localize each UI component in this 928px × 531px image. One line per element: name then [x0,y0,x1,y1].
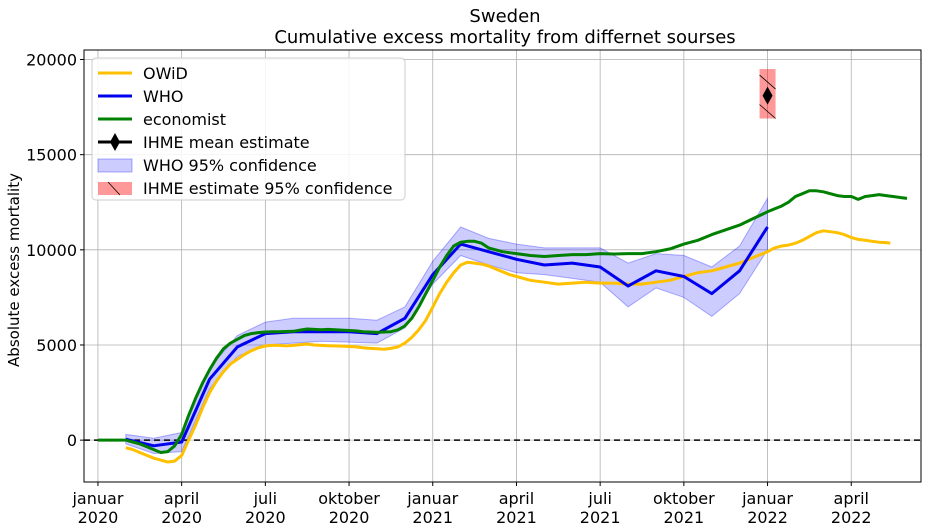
x-tick-label: 2021 [412,508,453,527]
series-line-economist [98,189,908,454]
x-tick-label: oktober [653,489,715,508]
legend-hatch [107,181,121,196]
legend-box [91,57,406,201]
x-tick-label: juli [587,489,611,508]
legend-swatch [97,158,133,173]
legend-label: OWiD [143,64,188,83]
who-confidence-band [125,196,768,455]
legend-marker [110,133,120,151]
ihme-mean-marker [762,86,773,105]
chart-subtitle: Cumulative excess mortality from differn… [274,27,735,48]
x-tick-label: 2021 [663,508,704,527]
plot-area: 05000100001500020000januar2020april2020j… [26,49,922,527]
ihme-hatch-line [759,104,776,119]
x-tick-label: januar [406,489,458,508]
x-tick-label: 2020 [78,508,119,527]
y-tick-label: 20000 [26,51,77,70]
legend-label: economist [143,110,226,129]
y-axis-label: Absolute excess mortality [5,173,23,367]
y-tick-label: 10000 [26,241,77,260]
plot-frame [83,49,922,483]
legend-label: IHME estimate 95% confidence [143,179,392,198]
series-line-who [125,226,769,448]
x-tick-label: april [164,489,199,508]
legend-label: WHO [143,87,183,106]
x-tick-label: 2021 [496,508,537,527]
y-tick-label: 15000 [26,146,77,165]
chart-title: Sweden [469,6,540,27]
x-tick-label: 2020 [245,508,286,527]
legend-label: IHME mean estimate [143,133,310,152]
x-tick-label: 2020 [329,508,370,527]
x-tick-label: januar [741,489,793,508]
x-tick-label: april [834,489,869,508]
x-tick-label: 2022 [747,508,788,527]
legend-swatch [98,182,132,195]
series-line-owid [125,229,891,464]
x-tick-label: januar [71,489,123,508]
x-tick-label: april [499,489,534,508]
ihme-hatch-line [759,74,776,90]
x-tick-label: 2020 [161,508,202,527]
y-tick-label: 0 [67,431,77,450]
x-tick-label: 2022 [831,508,872,527]
legend-label: WHO 95% confidence [143,156,317,175]
x-tick-label: 2021 [580,508,621,527]
x-tick-label: oktober [318,489,380,508]
x-tick-label: juli [253,489,277,508]
y-tick-label: 5000 [36,336,77,355]
legend: OWiD WHO economist IHME mean estimate WHO 95… [91,57,406,201]
